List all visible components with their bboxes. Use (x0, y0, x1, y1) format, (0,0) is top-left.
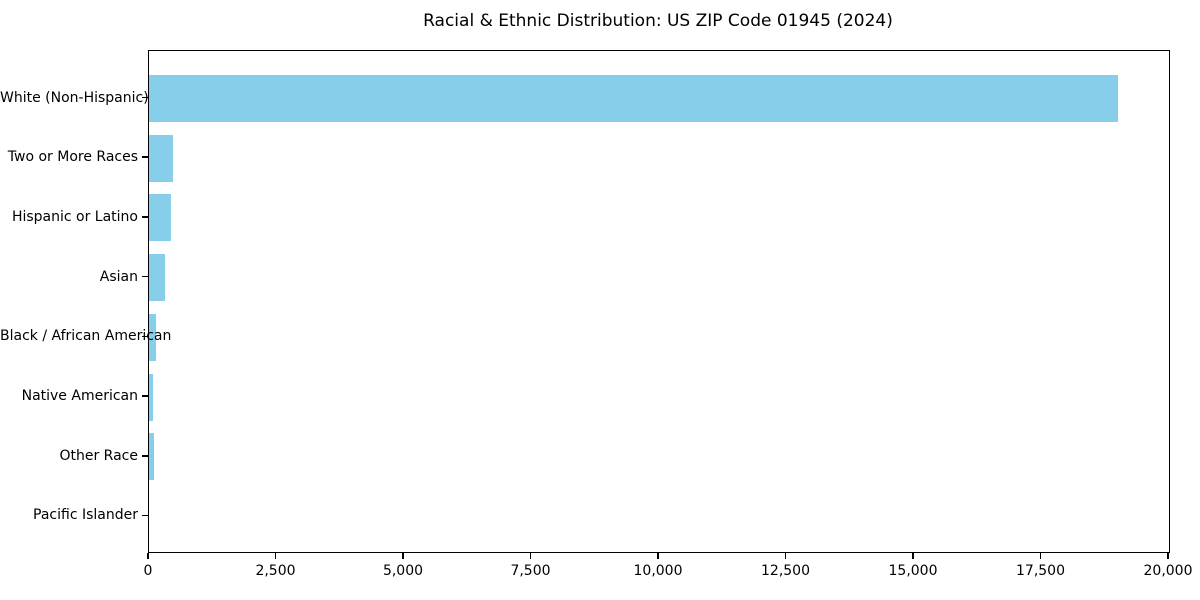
bar-hispanic-or-latino (149, 194, 172, 242)
x-tick-label-7-500: 7,500 (510, 563, 551, 579)
x-tick-mark (147, 552, 149, 559)
y-tick-mark (142, 275, 148, 278)
y-tick-label-hispanic-or-latino: Hispanic or Latino (11, 208, 138, 225)
x-tick-mark (912, 552, 914, 559)
y-tick-mark (142, 335, 148, 338)
y-tick-mark (142, 96, 148, 99)
x-tick-mark (657, 552, 659, 559)
bar-two-or-more-races (149, 134, 174, 182)
y-tick-label-white-non-hispanic: White (Non-Hispanic) (0, 89, 149, 106)
y-tick-mark (142, 216, 148, 218)
x-tick-label-17-500: 17,500 (1016, 563, 1065, 579)
bar-black-african-american (149, 313, 156, 361)
bar-asian (149, 254, 165, 302)
y-tick-mark (142, 514, 148, 517)
x-tick-label-12-500: 12,500 (761, 563, 810, 579)
y-tick-mark (142, 455, 148, 457)
x-tick-mark (784, 552, 787, 559)
bar-white-non-hispanic (149, 75, 1118, 122)
x-tick-label-15-000: 15,000 (888, 563, 938, 579)
y-tick-label-pacific-islander: Pacific Islander (33, 507, 138, 524)
x-tick-label-10-000: 10,000 (633, 563, 683, 579)
x-tick-label-20-000: 20,000 (1143, 563, 1193, 579)
x-tick-label-0: 0 (143, 563, 153, 579)
y-tick-mark (142, 395, 148, 397)
x-tick-mark (274, 552, 277, 559)
bar-other-race (149, 433, 155, 481)
x-tick-label-5-000: 5,000 (382, 563, 424, 579)
y-tick-label-black-african-american: Black / African American (0, 328, 172, 345)
y-tick-label-two-or-more-races: Two or More Races (7, 149, 138, 166)
x-tick-mark (1167, 552, 1169, 559)
x-tick-mark (402, 552, 404, 559)
y-tick-label-other-race: Other Race (59, 447, 138, 464)
chart-title: Racial & Ethnic Distribution: US ZIP Cod… (423, 11, 893, 31)
x-tick-mark (1039, 552, 1042, 559)
y-tick-label-asian: Asian (99, 268, 138, 285)
bar-native-american (149, 373, 154, 421)
x-tick-mark (529, 552, 532, 559)
y-tick-label-native-american: Native American (21, 388, 138, 405)
x-tick-label-2-500: 2,500 (255, 563, 296, 579)
y-tick-mark (142, 156, 148, 158)
plot-area (148, 50, 1170, 553)
